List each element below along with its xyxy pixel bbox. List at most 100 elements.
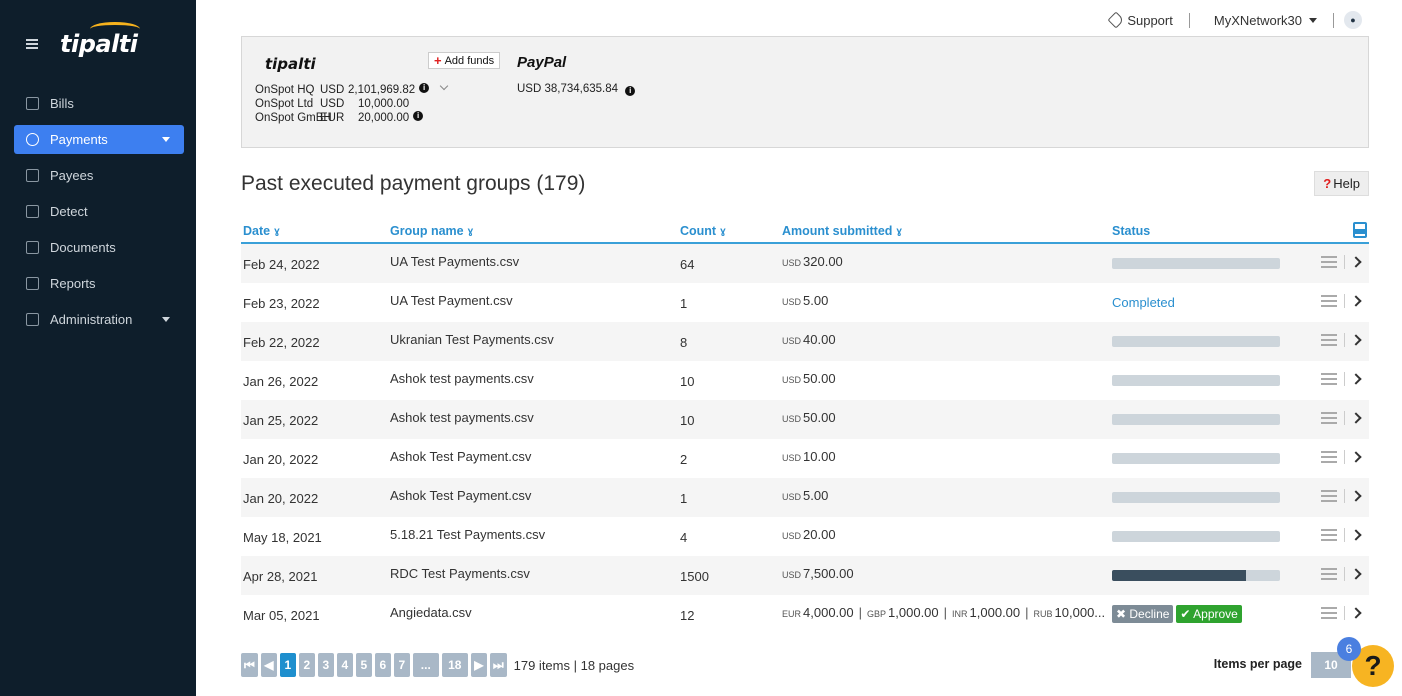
amount-value: 5.00 xyxy=(803,293,829,308)
group-name-cell[interactable]: RDC Test Payments.csv xyxy=(390,566,530,581)
chevron-right-icon[interactable] xyxy=(1350,256,1362,268)
table-row[interactable]: Feb 23, 2022 UA Test Payment.csv 1 USD 5.00 C… xyxy=(241,283,1369,322)
progress-bar xyxy=(1112,258,1280,269)
chevron-right-icon[interactable] xyxy=(1350,334,1362,346)
currency-code: USD xyxy=(782,414,802,424)
first-page-button[interactable]: ⏮ xyxy=(241,653,258,677)
page-button[interactable]: 7 xyxy=(393,653,410,677)
menu-icon[interactable] xyxy=(1321,295,1337,307)
menu-icon[interactable] xyxy=(1321,373,1337,385)
count-cell: 10 xyxy=(680,374,695,389)
filter-icon[interactable]: ɣ xyxy=(467,225,474,237)
chevron-right-icon[interactable] xyxy=(1350,373,1362,385)
menu-icon[interactable] xyxy=(1321,334,1337,346)
sidebar-item-bills[interactable]: Bills xyxy=(14,89,184,118)
csv-export-icon[interactable] xyxy=(1353,222,1367,238)
chevron-right-icon[interactable] xyxy=(1350,451,1362,463)
group-name-cell[interactable]: Angiedata.csv xyxy=(390,605,472,620)
payment-groups-table: Date ɣ Group name ɣ Count ɣ Amount submitte… xyxy=(241,222,1369,634)
funding-account-row: OnSpot HQ USD 2,101,969.82 i xyxy=(255,81,449,97)
menu-icon[interactable] xyxy=(1321,490,1337,502)
page-button[interactable]: 18 xyxy=(441,653,468,677)
menu-icon[interactable] xyxy=(1321,451,1337,463)
network-dropdown[interactable]: MyXNetwork30 xyxy=(1190,12,1334,28)
group-name-cell[interactable]: 5.18.21 Test Payments.csv xyxy=(390,527,546,542)
column-header-group[interactable]: Group name ɣ xyxy=(390,224,474,238)
page-button[interactable]: 5 xyxy=(355,653,372,677)
sidebar-item-detect[interactable]: Detect xyxy=(14,197,184,226)
chevron-down-icon[interactable] xyxy=(439,81,449,91)
page-button[interactable]: 1 xyxy=(279,653,296,677)
chevron-right-icon[interactable] xyxy=(1350,607,1362,619)
group-name-cell[interactable]: Ashok test payments.csv xyxy=(390,371,534,386)
table-row[interactable]: Apr 28, 2021 RDC Test Payments.csv 1500 USD… xyxy=(241,556,1369,595)
group-name-cell[interactable]: UA Test Payments.csv xyxy=(390,254,520,269)
chevron-down-icon xyxy=(162,317,170,322)
filter-icon[interactable]: ɣ xyxy=(274,225,280,237)
page-button[interactable]: ... xyxy=(412,653,439,677)
table-row[interactable]: Jan 20, 2022 Ashok Test Payment.csv 1 USD 5.… xyxy=(241,478,1369,517)
prev-page-button[interactable]: ◀ xyxy=(260,653,277,677)
status-cell: Completed xyxy=(1112,295,1175,312)
sidebar-item-label: Detect xyxy=(50,204,88,219)
chevron-right-icon[interactable] xyxy=(1350,295,1362,307)
menu-icon[interactable] xyxy=(1321,256,1337,268)
amount-cell: USD 50.00 xyxy=(782,371,836,386)
account-currency: EUR xyxy=(320,112,345,124)
table-row[interactable]: Feb 24, 2022 UA Test Payments.csv 64 USD 320… xyxy=(241,244,1369,283)
table-row[interactable]: Jan 25, 2022 Ashok test payments.csv 10 USD… xyxy=(241,400,1369,439)
sidebar-item-reports[interactable]: Reports xyxy=(14,269,184,298)
table-row[interactable]: Feb 22, 2022 Ukranian Test Payments.csv 8 U… xyxy=(241,322,1369,361)
menu-icon[interactable] xyxy=(1321,529,1337,541)
group-name-cell[interactable]: Ashok Test Payment.csv xyxy=(390,449,532,464)
approve-button[interactable]: ✔ Approve xyxy=(1176,605,1242,623)
decline-button[interactable]: ✖ Decline xyxy=(1112,605,1174,623)
sidebar-nav: Bills Payments Payees Detect Documents R… xyxy=(0,83,196,341)
hamburger-menu-icon[interactable] xyxy=(26,39,38,49)
support-link[interactable]: Support xyxy=(1107,11,1190,29)
help-button[interactable]: ? Help xyxy=(1314,171,1369,196)
group-name-cell[interactable]: Ashok Test Payment.csv xyxy=(390,488,532,503)
menu-icon[interactable] xyxy=(1321,607,1337,619)
filter-icon[interactable]: ɣ xyxy=(720,225,726,237)
sidebar-item-payees[interactable]: Payees xyxy=(14,161,184,190)
group-name-cell[interactable]: UA Test Payment.csv xyxy=(390,293,513,308)
table-row[interactable]: Jan 26, 2022 Ashok test payments.csv 10 USD… xyxy=(241,361,1369,400)
info-icon[interactable]: i xyxy=(419,83,430,93)
page-button[interactable]: 4 xyxy=(336,653,353,677)
amount-value: 320.00 xyxy=(803,254,843,269)
info-icon[interactable]: i xyxy=(625,86,636,96)
column-header-amount[interactable]: Amount submitted ɣ xyxy=(782,224,902,238)
group-name-cell[interactable]: Ashok test payments.csv xyxy=(390,410,534,425)
user-icon[interactable]: ● xyxy=(1344,11,1362,29)
next-page-button[interactable]: ▶ xyxy=(470,653,487,677)
column-header-count[interactable]: Count ɣ xyxy=(680,224,726,238)
page-button[interactable]: 3 xyxy=(317,653,334,677)
sidebar-item-documents[interactable]: Documents xyxy=(14,233,184,262)
column-header-date[interactable]: Date ɣ xyxy=(243,224,280,238)
tipalti-logo[interactable]: tipalti xyxy=(60,22,140,58)
page-button[interactable]: 6 xyxy=(374,653,391,677)
table-row[interactable]: Mar 05, 2021 Angiedata.csv 12 EUR 4,000.00 | G… xyxy=(241,595,1369,634)
sidebar-item-administration[interactable]: Administration xyxy=(14,305,184,334)
funding-account-row: OnSpot GmBH EUR 20,000.00 i xyxy=(255,111,447,125)
page-title: Past executed payment groups (179) xyxy=(241,172,586,195)
chevron-down-icon xyxy=(1309,17,1317,23)
chevron-right-icon[interactable] xyxy=(1350,529,1362,541)
progress-bar xyxy=(1112,531,1280,542)
group-name-cell[interactable]: Ukranian Test Payments.csv xyxy=(390,332,554,347)
count-cell: 1500 xyxy=(680,569,709,584)
add-funds-button[interactable]: + Add funds xyxy=(428,52,501,69)
chevron-right-icon[interactable] xyxy=(1350,568,1362,580)
last-page-button[interactable]: ⏭ xyxy=(489,653,507,677)
info-icon[interactable]: i xyxy=(413,111,424,121)
chevron-right-icon[interactable] xyxy=(1350,490,1362,502)
table-row[interactable]: May 18, 2021 5.18.21 Test Payments.csv 4 US… xyxy=(241,517,1369,556)
chevron-right-icon[interactable] xyxy=(1350,412,1362,424)
table-row[interactable]: Jan 20, 2022 Ashok Test Payment.csv 2 USD 10… xyxy=(241,439,1369,478)
page-button[interactable]: 2 xyxy=(298,653,315,677)
menu-icon[interactable] xyxy=(1321,568,1337,580)
filter-icon[interactable]: ɣ xyxy=(896,225,902,237)
sidebar-item-payments[interactable]: Payments xyxy=(14,125,184,154)
menu-icon[interactable] xyxy=(1321,412,1337,424)
